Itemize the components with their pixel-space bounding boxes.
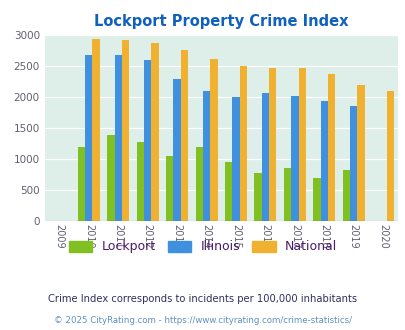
Bar: [232, 97, 239, 221]
Bar: [202, 91, 210, 221]
Bar: [144, 60, 151, 221]
Bar: [342, 170, 349, 221]
Bar: [180, 50, 188, 221]
Bar: [320, 101, 327, 221]
Bar: [298, 68, 305, 221]
Bar: [349, 106, 356, 221]
Bar: [261, 93, 269, 221]
Bar: [114, 55, 122, 221]
Bar: [290, 96, 298, 221]
Text: Crime Index corresponds to incidents per 100,000 inhabitants: Crime Index corresponds to incidents per…: [48, 294, 357, 304]
Bar: [210, 59, 217, 221]
Bar: [173, 80, 180, 221]
Bar: [136, 142, 144, 221]
Bar: [239, 66, 246, 221]
Bar: [166, 156, 173, 221]
Bar: [356, 85, 364, 221]
Bar: [386, 91, 393, 221]
Title: Lockport Property Crime Index: Lockport Property Crime Index: [94, 14, 347, 29]
Bar: [254, 173, 261, 221]
Bar: [92, 39, 100, 221]
Text: © 2025 CityRating.com - https://www.cityrating.com/crime-statistics/: © 2025 CityRating.com - https://www.city…: [54, 316, 351, 325]
Bar: [78, 147, 85, 221]
Bar: [269, 68, 276, 221]
Bar: [224, 162, 232, 221]
Bar: [327, 75, 335, 221]
Legend: Lockport, Illinois, National: Lockport, Illinois, National: [64, 236, 341, 258]
Bar: [313, 178, 320, 221]
Bar: [195, 147, 202, 221]
Bar: [85, 55, 92, 221]
Bar: [151, 43, 158, 221]
Bar: [107, 135, 114, 221]
Bar: [283, 168, 290, 221]
Bar: [122, 40, 129, 221]
